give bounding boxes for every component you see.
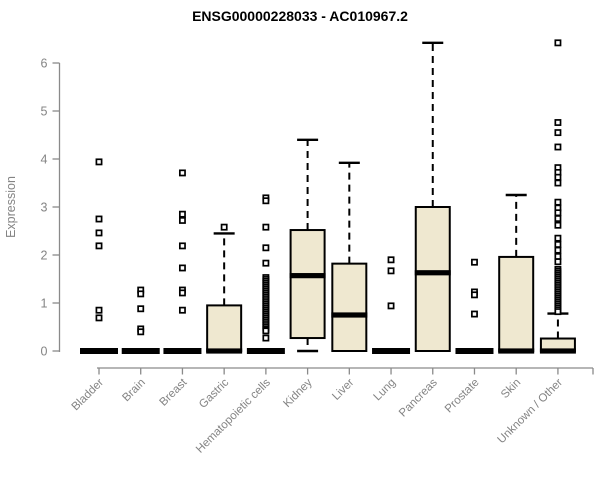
median-line-Unknown / Other [539, 348, 576, 354]
outlier-point [554, 246, 562, 254]
y-tick-label: 3 [41, 201, 48, 215]
outlier-point [387, 267, 395, 275]
outlier-point [471, 258, 478, 266]
box-Liver [331, 262, 368, 353]
outlier-point [178, 216, 186, 224]
y-tick-label: 5 [41, 105, 48, 119]
outlier-point [95, 306, 103, 314]
x-tick-label: Gastric [197, 376, 231, 410]
y-tick-label: 6 [41, 57, 48, 71]
flat-box-Lung [372, 348, 411, 354]
outlier-point [554, 240, 562, 248]
y-axis-title: Expression [4, 176, 18, 238]
outlier-point [137, 305, 145, 313]
flat-box-Prostate [455, 348, 494, 354]
x-tick-label: Pancreas [397, 376, 440, 419]
outlier-point [95, 158, 103, 166]
outlier-point [554, 129, 562, 137]
median-line-Pancreas [414, 270, 451, 276]
x-tick-label: Skin [499, 377, 523, 401]
outlier-point [554, 215, 562, 222]
outlier-point [137, 290, 145, 298]
outlier-point [262, 223, 270, 231]
x-tick-label: Hematopoietic cells [194, 376, 273, 455]
median-line-Liver [331, 312, 368, 318]
outlier-point [554, 179, 562, 187]
x-tick-label: Liver [330, 377, 356, 403]
box-Kidney [289, 229, 326, 340]
median-line-Kidney [289, 273, 326, 279]
outlier-point [554, 258, 562, 266]
flat-box-Bladder [80, 348, 118, 354]
outlier-point [387, 256, 395, 264]
outlier-point [554, 221, 562, 229]
outlier-point [178, 289, 186, 297]
outlier-point [95, 229, 103, 237]
outlier-point [554, 173, 562, 181]
y-tick-label: 1 [41, 297, 48, 311]
outlier-point [178, 210, 186, 218]
outlier-point [178, 169, 186, 177]
outlier-point [554, 209, 562, 217]
x-tick-label: Prostate [443, 377, 482, 416]
flat-box-Brain [121, 348, 160, 354]
outlier-point [554, 252, 562, 260]
x-tick-label: Breast [158, 376, 191, 409]
outlier-point [387, 302, 395, 310]
flat-box-Breast [163, 348, 202, 354]
y-tick-label: 4 [41, 153, 48, 167]
outlier-point [178, 264, 186, 272]
x-tick-label: Kidney [281, 376, 315, 410]
box-Gastric [206, 304, 243, 352]
outlier-point [554, 234, 562, 242]
x-tick-label: Lung [372, 377, 399, 404]
outlier-point [95, 215, 103, 223]
y-tick-label: 2 [41, 249, 48, 263]
outlier-point [262, 197, 270, 205]
box-Pancreas [414, 206, 451, 352]
x-tick-label: Bladder [70, 377, 107, 414]
chart-title: ENSG00000228033 - AC010967.2 [192, 8, 408, 24]
outlier-point [554, 308, 562, 316]
y-tick-label: 0 [41, 345, 48, 359]
outlier-point [471, 291, 478, 299]
box-Skin [498, 255, 535, 353]
outlier-point [554, 143, 562, 151]
outlier-point [262, 334, 270, 342]
median-line-Skin [498, 348, 535, 354]
outlier-point [554, 198, 562, 206]
outlier-point [178, 306, 186, 314]
outlier-point [95, 314, 103, 322]
outlier-point [554, 119, 562, 126]
outlier-point [220, 223, 228, 231]
flat-box-Hematopoietic cells [246, 348, 285, 354]
outlier-point [178, 242, 186, 250]
outlier-point [262, 259, 270, 267]
x-tick-label: Brain [120, 377, 147, 404]
outlier-point [471, 310, 478, 318]
outlier-point [262, 244, 270, 252]
median-line-Gastric [206, 348, 243, 354]
outlier-point [137, 328, 145, 336]
outlier-point [262, 327, 270, 335]
outlier-point [554, 39, 562, 47]
outlier-point [95, 242, 103, 250]
